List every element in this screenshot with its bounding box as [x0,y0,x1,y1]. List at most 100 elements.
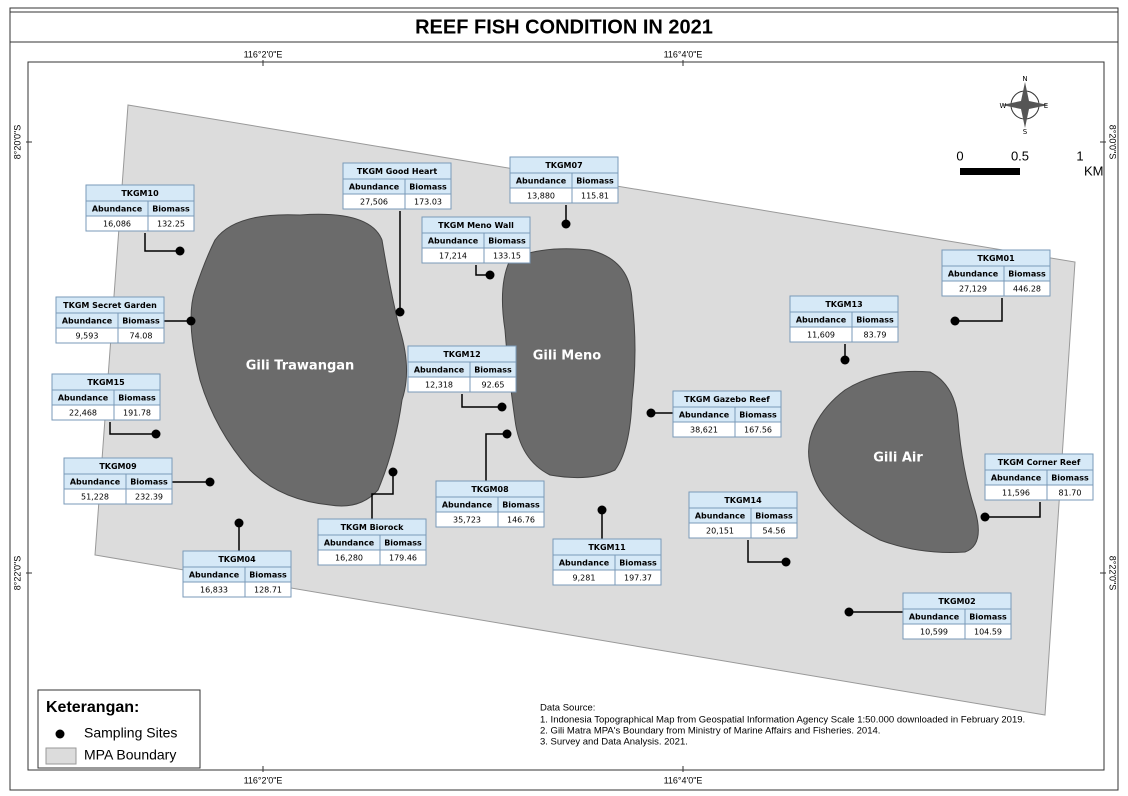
abundance-header: Abundance [516,177,567,186]
site-value-bg [182,581,292,598]
connector [475,265,490,276]
coord-label: 116°2'0"E [244,775,283,785]
site-value-bg [55,327,165,344]
site-value-bg [407,376,517,393]
site-value-bg [984,484,1094,501]
legend-dot [55,729,65,739]
source-line: 1. Indonesia Topographical Map from Geos… [540,715,1025,726]
connector [371,472,394,519]
compass-letter: N [1022,75,1027,83]
sampling-site [388,467,398,477]
biomass-value: 104.59 [974,628,1002,637]
biomass-header: Biomass [409,183,447,192]
connector [109,422,156,435]
connector [144,233,180,252]
abundance-value: 9,593 [76,332,99,341]
sampling-site [205,477,215,487]
connector [747,540,786,563]
site: TKGM13 Abundance Biomass 11,609 83.79 [789,295,899,365]
site-name: TKGM14 [724,496,762,505]
abundance-header: Abundance [324,539,375,548]
site-value-bg [421,247,531,264]
biomass-value: 83.79 [864,331,887,340]
biomass-header: Biomass [249,571,287,580]
abundance-header: Abundance [679,411,730,420]
title: REEF FISH CONDITION IN 2021 [415,16,713,38]
island-label: Gili Air [873,451,923,466]
coord-label: 8°22'0"S [12,556,22,591]
compass-letter: E [1044,102,1048,110]
coord-label: 8°20'0"S [1108,125,1118,160]
connector [461,394,502,408]
biomass-value: 446.28 [1013,285,1041,294]
abundance-value: 11,596 [1002,489,1030,498]
abundance-value: 10,599 [920,628,948,637]
biomass-header: Biomass [474,366,512,375]
site-name: TKGM Secret Garden [63,301,157,310]
biomass-header: Biomass [502,501,540,510]
site-name: TKGM15 [87,378,125,387]
coord-label: 116°4'0"E [664,775,703,785]
site-value-bg [342,193,452,210]
site-value-bg [552,569,662,586]
sampling-site [186,316,196,326]
site: TKGM04 Abundance Biomass 16,833 128.71 [182,518,292,598]
site: TKGM01 Abundance Biomass 27,129 446.28 [941,249,1051,326]
biomass-value: 179.46 [389,554,417,563]
biomass-header: Biomass [122,317,160,326]
site-name: TKGM02 [938,597,975,606]
biomass-header: Biomass [488,237,526,246]
site-name: TKGM Biorock [341,523,404,532]
site-value-bg [63,488,173,505]
site-value-bg [941,280,1051,297]
biomass-value: 81.70 [1059,489,1082,498]
biomass-value: 128.71 [254,586,282,595]
compass-letter: W [1000,102,1007,110]
compass-letter: S [1023,128,1028,136]
sampling-site [840,355,850,365]
site-name: TKGM Corner Reef [998,458,1081,467]
site-name: TKGM Good Heart [357,167,438,176]
sampling-site [980,512,990,522]
biomass-value: 232.39 [135,493,163,502]
sampling-site [175,246,185,256]
abundance-header: Abundance [349,183,400,192]
biomass-value: 197.37 [624,574,652,583]
coord-label: 8°22'0"S [1108,556,1118,591]
abundance-header: Abundance [991,474,1042,483]
biomass-value: 173.03 [414,198,442,207]
biomass-header: Biomass [1008,270,1046,279]
biomass-header: Biomass [856,316,894,325]
sampling-site [485,270,495,280]
site: TKGM14 Abundance Biomass 20,151 54.56 [688,491,798,567]
sampling-site [597,505,607,515]
abundance-header: Abundance [62,317,113,326]
sampling-site [151,429,161,439]
biomass-value: 133.15 [493,252,521,261]
abundance-value: 27,129 [959,285,987,294]
site-name: TKGM08 [471,485,509,494]
abundance-header: Abundance [189,571,240,580]
abundance-value: 16,833 [200,586,228,595]
abundance-value: 51,228 [81,493,109,502]
site: TKGM10 Abundance Biomass 16,086 132.25 [85,184,195,256]
biomass-value: 54.56 [763,527,786,536]
island [808,370,979,553]
connector [985,502,1041,518]
source-title: Data Source: [540,703,595,714]
abundance-header: Abundance [414,366,465,375]
biomass-header: Biomass [755,512,793,521]
biomass-header: Biomass [576,177,614,186]
abundance-header: Abundance [909,613,960,622]
legend-title: Keterangan: [46,699,139,716]
abundance-value: 11,609 [807,331,835,340]
legend-item: Sampling Sites [84,725,177,741]
sampling-site [561,219,571,229]
source-line: 3. Survey and Data Analysis. 2021. [540,737,688,748]
abundance-header: Abundance [92,205,143,214]
site-value-bg [85,215,195,232]
sampling-site [497,402,507,412]
sampling-site [950,316,960,326]
coord-label: 116°4'0"E [664,49,703,59]
